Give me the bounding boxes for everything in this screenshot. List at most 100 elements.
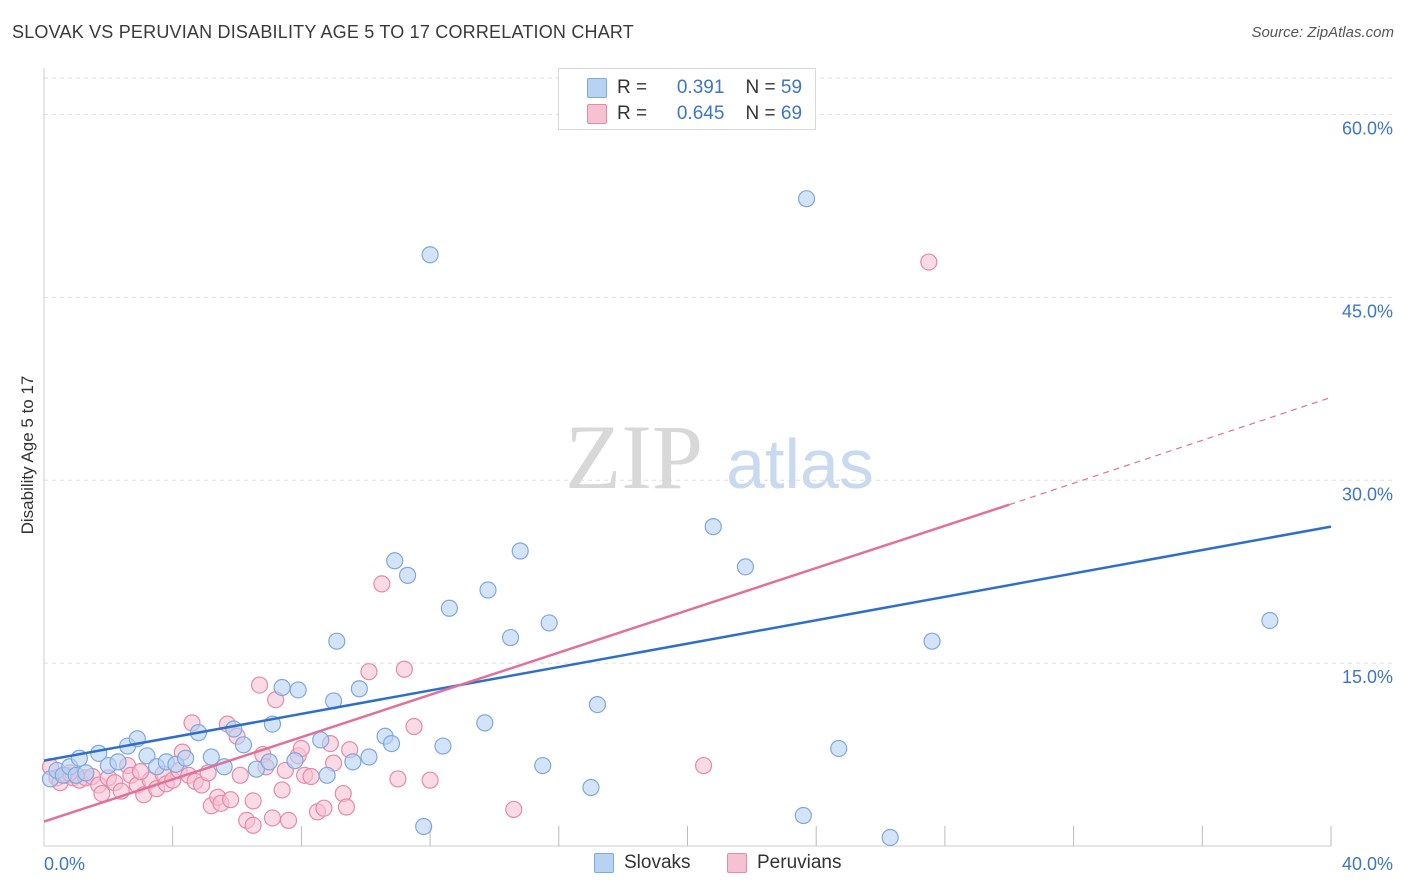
slovak-swatch xyxy=(587,78,607,98)
slovak-point xyxy=(479,581,497,599)
slovak-point xyxy=(77,764,95,782)
legend-label-slovaks: Slovaks xyxy=(624,852,691,873)
legend-label-peruvians: Peruvians xyxy=(757,852,842,873)
peruvian-point xyxy=(231,766,249,784)
slovak-point xyxy=(344,753,362,771)
slovak-point xyxy=(273,678,291,697)
slovak-point xyxy=(704,518,722,536)
slovak-point xyxy=(138,747,156,765)
slovak-r-value: 0.391 xyxy=(676,77,725,98)
slovak-point xyxy=(109,753,127,771)
peruvian-n-value: 69 xyxy=(780,103,803,124)
slovak-points xyxy=(41,190,1279,847)
watermark-zip: ZIP xyxy=(565,406,703,508)
slovak-point xyxy=(582,778,600,797)
slovak-point xyxy=(234,736,253,754)
peruvian-point xyxy=(421,771,439,789)
slovak-point xyxy=(260,753,278,771)
peruvian-point xyxy=(93,784,111,803)
slovak-point xyxy=(382,734,401,753)
slovak-point xyxy=(415,817,433,836)
slovak-point xyxy=(312,731,330,749)
peruvian-trend-line xyxy=(43,503,1010,823)
slovak-point xyxy=(289,681,307,699)
slovak-point xyxy=(202,748,220,766)
slovak-point xyxy=(328,632,346,650)
trend-lines xyxy=(43,396,1332,823)
legend-item-slovaks: Slovaks xyxy=(594,852,691,874)
y-tick-label: 30.0% xyxy=(1342,484,1393,504)
tick-labels: 15.0% 30.0% 45.0% 60.0% 0.0% 40.0% xyxy=(44,119,1393,874)
peruvian-point xyxy=(250,676,269,694)
slovak-point xyxy=(421,246,439,264)
slovak-point xyxy=(736,558,755,576)
peruvian-point xyxy=(279,811,298,830)
slovak-point xyxy=(534,756,552,775)
y-tick-label: 60.0% xyxy=(1342,119,1393,139)
peruvian-points xyxy=(41,253,938,834)
legend-row-peruvian: R = 0.645 N = 69 xyxy=(587,101,802,127)
slovak-point xyxy=(511,542,529,560)
chart-source: Source: ZipAtlas.com xyxy=(1251,24,1394,41)
peruvian-point xyxy=(302,767,320,786)
slovak-trend-line xyxy=(43,525,1332,762)
gridlines xyxy=(44,77,1394,664)
peruvian-point xyxy=(222,791,240,809)
slovak-n-value: 59 xyxy=(780,77,803,98)
slovak-point xyxy=(794,806,812,825)
slovak-point xyxy=(360,748,378,766)
slovak-point xyxy=(1261,611,1279,630)
slovak-point xyxy=(286,752,304,770)
legend-item-peruvians: Peruvians xyxy=(727,852,842,874)
slovak-swatch xyxy=(594,853,614,873)
peruvian-point xyxy=(273,781,291,799)
peruvian-point xyxy=(920,253,938,271)
peruvian-point xyxy=(360,663,378,681)
slovak-point xyxy=(588,695,607,714)
slovak-point xyxy=(247,760,265,778)
correlation-legend: R = 0.391 N = 59 R = 0.645 N = 69 xyxy=(558,68,816,130)
n-label: N = xyxy=(745,77,776,98)
x-tick-label-max: 40.0% xyxy=(1342,854,1393,874)
peruvian-swatch xyxy=(727,853,747,873)
peruvian-point xyxy=(337,798,356,816)
peruvian-point xyxy=(244,816,262,834)
watermark: ZIP atlas xyxy=(565,406,874,508)
slovak-point xyxy=(540,614,558,632)
peruvian-point xyxy=(315,799,333,817)
x-tick-label-min: 0.0% xyxy=(44,854,85,874)
peruvian-point xyxy=(373,575,391,593)
peruvian-r-value: 0.645 xyxy=(676,103,725,124)
slovak-point xyxy=(350,680,368,698)
peruvian-point xyxy=(131,763,150,781)
slovak-point xyxy=(398,566,417,584)
peruvian-point xyxy=(263,809,282,827)
peruvian-trend-extension xyxy=(1009,396,1332,506)
peruvian-point xyxy=(694,756,713,775)
peruvian-swatch xyxy=(587,104,607,124)
slovak-point xyxy=(386,552,404,570)
slovak-point xyxy=(318,766,336,784)
slovak-point xyxy=(881,828,899,847)
r-label: R = xyxy=(617,77,648,98)
peruvian-point xyxy=(395,660,413,678)
slovak-point xyxy=(176,749,195,767)
axes xyxy=(43,68,1332,847)
watermark-atlas: atlas xyxy=(726,425,874,503)
slovak-point xyxy=(440,599,459,617)
y-tick-label: 45.0% xyxy=(1342,301,1393,321)
slovak-point xyxy=(923,632,941,650)
slovak-point xyxy=(830,739,848,758)
slovak-point xyxy=(501,628,520,647)
slovak-point xyxy=(225,720,243,738)
y-tick-label: 15.0% xyxy=(1342,667,1393,687)
r-label: R = xyxy=(617,103,648,124)
peruvian-point xyxy=(505,800,523,819)
n-label: N = xyxy=(745,103,776,124)
slovak-point xyxy=(434,737,452,755)
peruvian-point xyxy=(244,792,262,810)
slovak-point xyxy=(476,714,494,732)
slovak-point xyxy=(797,190,816,208)
chart-title: SLOVAK VS PERUVIAN DISABILITY AGE 5 TO 1… xyxy=(12,22,634,42)
